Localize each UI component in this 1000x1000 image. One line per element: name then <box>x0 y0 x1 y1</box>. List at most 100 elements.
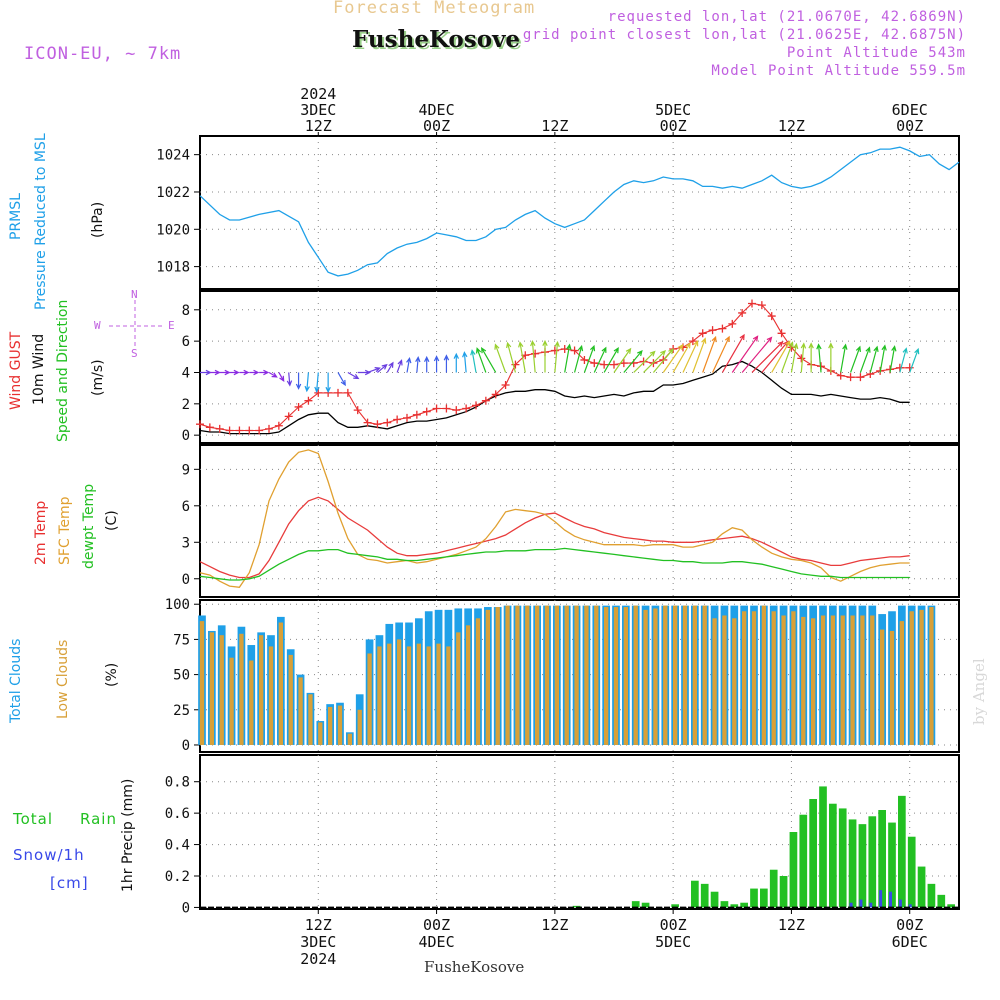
gust-point <box>225 426 234 435</box>
bottom-axis-label: 6DEC <box>892 933 928 951</box>
gust-point <box>718 324 727 333</box>
low-cloud-bar <box>318 722 323 745</box>
wind-arrow <box>481 347 497 373</box>
low-cloud-bar <box>850 615 855 745</box>
gust-point <box>590 359 599 368</box>
low-cloud-bar <box>909 611 914 745</box>
gust-point <box>698 329 707 338</box>
low-cloud-bar <box>456 632 461 745</box>
panel-temperature <box>194 444 960 598</box>
rain-bar <box>720 901 729 908</box>
wind-arrow <box>286 372 293 387</box>
wind-arrow <box>652 348 674 373</box>
y-tick-label: 3 <box>182 535 190 551</box>
low-cloud-bar <box>446 646 451 745</box>
gust-point <box>738 308 747 317</box>
low-cloud-bar <box>495 607 500 745</box>
top-axis-label: 4DEC <box>419 101 455 119</box>
low-cloud-bar <box>692 605 698 745</box>
wind-arrow <box>278 372 285 382</box>
wind-arrow <box>800 342 807 373</box>
low-cloud-bar <box>643 609 648 745</box>
gust-point <box>215 424 224 433</box>
low-cloud-bar <box>712 618 717 745</box>
gust-point <box>462 404 471 413</box>
low-cloud-bar <box>239 633 244 745</box>
low-cloud-bar <box>505 605 510 745</box>
top-axis-label: 00Z <box>896 117 923 135</box>
y-tick-label: 8 <box>182 303 190 319</box>
gust-point <box>856 373 865 382</box>
wind-arrow <box>816 343 822 373</box>
low-cloud-bar <box>682 605 688 745</box>
y-tick-label: 0 <box>182 572 190 588</box>
top-axis-label: 12Z <box>305 117 332 135</box>
temp-dewpt-line <box>199 547 910 581</box>
gust-point <box>757 301 766 310</box>
low-cloud-bar <box>840 615 845 745</box>
gust-point <box>205 423 214 432</box>
meteogram-title: Forecast Meteogram <box>333 0 536 18</box>
y-tick-label: 6 <box>182 334 190 350</box>
wind-arrow <box>506 341 517 373</box>
wind-arrow <box>386 361 394 373</box>
rain-bar <box>907 836 916 908</box>
bottom-axis-label: 00Z <box>896 916 923 934</box>
low-cloud-bar <box>308 694 313 745</box>
low-cloud-bar <box>544 605 550 745</box>
gust-point <box>442 404 451 413</box>
bottom-axis-label: 2024 <box>300 950 336 968</box>
gust-point <box>235 426 244 435</box>
compass-w: W <box>94 319 101 332</box>
gust-point <box>373 420 382 429</box>
gust-point <box>294 402 303 411</box>
wind-arrow <box>377 363 388 373</box>
gust-point <box>600 360 609 369</box>
y-tick-label: 50 <box>173 668 190 684</box>
y-tick-label: 0.2 <box>165 869 190 885</box>
wind-arrow <box>423 355 430 373</box>
gust-point <box>403 413 411 422</box>
wind-arrow <box>850 345 861 373</box>
rain-bar <box>700 883 709 908</box>
low-cloud-bar <box>929 607 934 745</box>
gust-point <box>314 388 323 397</box>
top-axis-label: 12Z <box>778 117 805 135</box>
low-cloud-bar <box>732 618 737 745</box>
wind-arrow <box>840 343 848 373</box>
wind-arrow <box>808 342 814 373</box>
wind-arrow <box>790 342 799 373</box>
low-cloud-bar <box>722 615 727 745</box>
low-cloud-bar <box>347 733 353 745</box>
snow-bar <box>849 902 853 908</box>
low-cloud-bar <box>653 608 658 745</box>
wind-arrow <box>859 346 871 373</box>
gust-point <box>688 337 697 346</box>
wind-arrow <box>268 371 278 378</box>
low-cloud-bar <box>278 622 284 745</box>
low-cloud-bar <box>406 646 412 745</box>
low-cloud-bar <box>870 615 875 745</box>
panel-frame <box>199 290 960 444</box>
wind-arrow <box>453 352 460 373</box>
rain-bar <box>710 891 719 908</box>
low-cloud-bar <box>485 609 491 745</box>
wind-arrow <box>209 369 221 376</box>
wind-arrow <box>200 369 212 376</box>
low-cloud-bar <box>663 605 668 745</box>
wind-arrow <box>583 344 596 373</box>
gust-point <box>353 406 362 415</box>
wind-arrow <box>443 354 450 373</box>
gust-point <box>274 421 283 430</box>
wind-arrow <box>518 341 526 373</box>
wind-arrow <box>613 347 632 373</box>
low-cloud-bar <box>889 630 895 745</box>
top-axis-label: 6DEC <box>892 101 928 119</box>
wind-arrow <box>712 335 730 373</box>
top-axis-label: 00Z <box>423 117 450 135</box>
wind-arrow <box>593 346 607 373</box>
low-cloud-bar <box>288 654 293 745</box>
rain-bar <box>730 904 739 908</box>
low-cloud-bar <box>534 605 540 745</box>
gust-point <box>393 415 402 424</box>
